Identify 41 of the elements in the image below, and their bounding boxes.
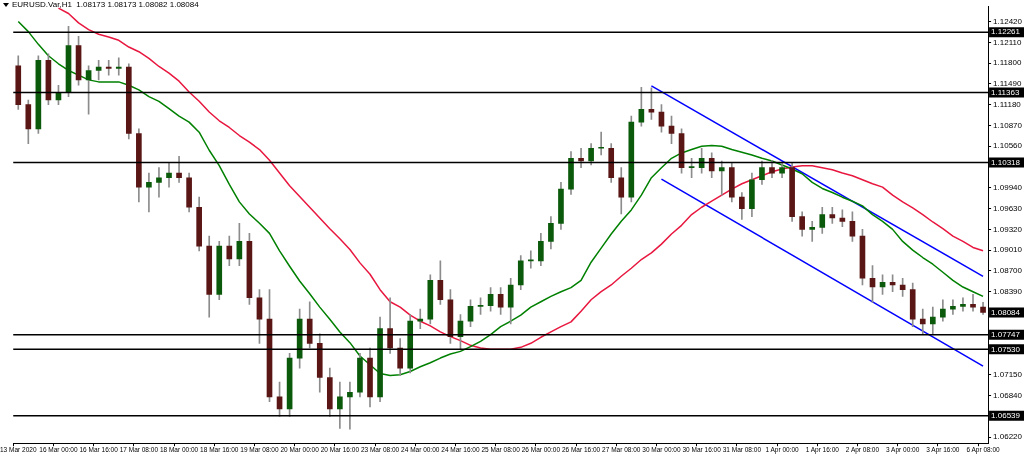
candlestick	[176, 155, 182, 183]
y-tick-label: 1.08700	[993, 266, 1023, 276]
ref-line-label: 1.07530	[991, 344, 1021, 354]
y-tick-label: 1.09940	[993, 183, 1023, 192]
y-tick-label: 1.08390	[993, 286, 1023, 296]
ref-line-label: 1.06539	[991, 410, 1021, 420]
chart-title: EURUSD.Var,H1 1.08173 1.08173 1.08082 1.08084	[12, 0, 199, 9]
candlestick	[809, 220, 816, 242]
y-tick-label: 1.06840	[993, 390, 1023, 400]
candlestick	[156, 167, 162, 198]
y-tick-label: 1.06220	[993, 432, 1023, 442]
text: 1.08084	[991, 307, 1021, 317]
candlestick	[718, 160, 725, 196]
candlestick	[829, 206, 836, 224]
y-tick-label: 1.10560	[993, 141, 1023, 151]
candlestick	[105, 60, 112, 76]
y-tick-label: 1.12110	[993, 37, 1022, 47]
ref-line-label: 1.10318	[991, 157, 1021, 167]
y-tick-label: 1.11490	[993, 79, 1022, 89]
y-tick-label: 1.07150	[993, 370, 1023, 380]
candlestick	[115, 57, 122, 76]
candlestick	[970, 294, 976, 312]
y-tick-label: 1.11180	[993, 99, 1022, 109]
candlestick	[950, 299, 956, 315]
y-tick-label: 1.11800	[993, 58, 1022, 68]
candlestick	[146, 172, 152, 213]
candlestick	[598, 131, 604, 156]
y-tick-label: 1.09320	[993, 224, 1023, 234]
y-tick-label: 1.10870	[993, 120, 1023, 130]
ref-line-label: 1.11363	[991, 87, 1020, 97]
candlestick	[578, 147, 584, 169]
ref-line-label: 1.12261	[991, 27, 1021, 37]
candlestick	[417, 308, 424, 329]
y-tick-label: 1.12420	[993, 16, 1023, 26]
candlestick	[919, 308, 926, 335]
y-tick-label: 1.09630	[993, 203, 1023, 213]
y-tick-label: 1.09010	[993, 245, 1023, 255]
ref-line-label: 1.07747	[991, 330, 1021, 340]
candlestick	[166, 162, 172, 188]
candlestick	[347, 381, 353, 430]
candlestick	[960, 297, 966, 312]
